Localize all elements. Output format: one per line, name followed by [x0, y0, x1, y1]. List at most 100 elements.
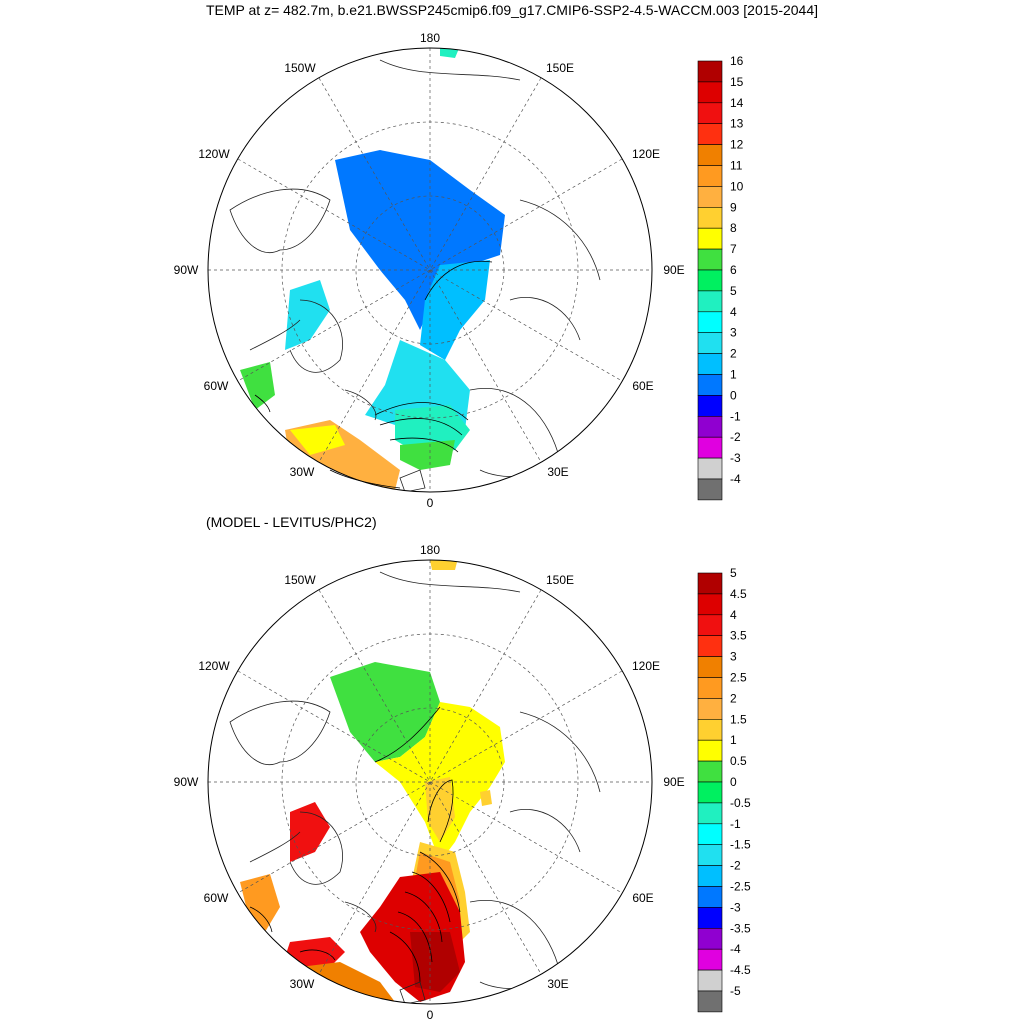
lon-label-30e: 30E	[547, 465, 568, 479]
bottom-colorbar-tick-label: 0	[730, 775, 737, 789]
bottom-colorbar-swatch	[697, 927, 723, 950]
bottom-colorbar-tick-label: -5	[730, 984, 741, 998]
bottom-colorbar-swatch	[697, 948, 723, 971]
top-colorbar-swatch	[697, 207, 723, 229]
bottom-colorbar-tick-label: -1	[730, 817, 741, 831]
bottom-colorbar-swatch	[697, 886, 723, 908]
top-colorbar-tick-label: 10	[730, 179, 744, 193]
bottom-colorbar-swatch	[697, 823, 723, 845]
top-colorbar-swatch	[697, 165, 723, 187]
top-colorbar-swatch	[697, 186, 723, 208]
bottom-colorbar-tick-label: 5	[730, 566, 737, 580]
bottom-longitude-labels: 180 150E 120E 90E 60E 30E 0 30W 60W 90W …	[174, 543, 685, 1022]
top-colorbar-swatch	[697, 374, 723, 396]
bottom-colorbar-swatch	[697, 656, 723, 678]
map-subtitle: (MODEL - LEVITUS/PHC2)	[206, 514, 377, 530]
bottom-colorbar-swatch	[697, 844, 723, 866]
top-map-field	[240, 48, 505, 492]
top-colorbar-swatch	[697, 436, 723, 459]
bottom-colorbar-swatch	[697, 719, 723, 741]
bottom-colorbar-tick-label: 3.5	[730, 629, 747, 643]
bottom-map-boundary	[207, 559, 653, 1005]
top-colorbar-tick-label: 11	[730, 159, 743, 173]
top-colorbar-tick-label: 8	[730, 221, 737, 235]
bottom-graticule	[208, 560, 652, 1004]
top-colorbar-tick-label: -2	[730, 430, 741, 444]
top-colorbar-tick-label: 0	[730, 388, 737, 402]
bottom-colorbar-tick-label: -0.5	[730, 796, 751, 810]
bottom-colorbar-tick-label: -2	[730, 859, 741, 873]
top-colorbar-swatch	[697, 311, 723, 333]
top-map-boundary	[207, 47, 653, 493]
lon-label-60e: 60E	[632, 379, 653, 393]
lon-label-0: 0	[427, 1008, 434, 1022]
top-colorbar-swatch	[697, 395, 723, 417]
top-colorbar-tick-label: 2	[730, 347, 737, 361]
top-colorbar-tick-label: 6	[730, 263, 737, 277]
top-colorbar-swatch	[697, 415, 723, 438]
bottom-colorbar-tick-label: 0.5	[730, 754, 747, 768]
lon-label-60e: 60E	[632, 891, 653, 905]
top-colorbar-swatch	[697, 269, 723, 292]
bottom-colorbar-swatch	[697, 593, 723, 616]
bottom-colorbar-swatch	[697, 781, 723, 804]
top-longitude-labels: 180 150E 120E 90E 60E 30E 0 30W 60W 90W …	[174, 31, 685, 510]
top-colorbar-tick-label: 13	[730, 117, 744, 131]
top-colorbar-swatch	[697, 290, 723, 313]
bottom-colorbar-tick-label: -3.5	[730, 921, 751, 935]
bottom-colorbar-swatch	[697, 969, 723, 992]
bottom-colorbar-swatch	[697, 802, 723, 825]
bottom-colorbar-swatch	[697, 990, 723, 1013]
bottom-colorbar-swatch	[697, 907, 723, 929]
bottom-colorbar-tick-label: 3	[730, 650, 737, 664]
lon-label-90w: 90W	[174, 775, 199, 789]
top-colorbar-swatch	[697, 332, 723, 354]
lon-label-180: 180	[420, 31, 440, 45]
lon-label-150w: 150W	[284, 61, 316, 75]
top-colorbar-tick-label: -1	[730, 409, 741, 423]
bottom-colorbar-swatch	[697, 865, 723, 887]
bottom-colorbar-tick-label: -4	[730, 942, 741, 956]
top-graticule	[208, 48, 652, 492]
top-colorbar-tick-label: -4	[730, 472, 741, 486]
bottom-map-field	[240, 560, 505, 1004]
top-colorbar-tick-label: 16	[730, 54, 744, 68]
top-colorbar-swatch	[697, 248, 723, 271]
top-colorbar-swatch	[697, 353, 723, 375]
top-colorbar-tick-label: 15	[730, 75, 744, 89]
top-colorbar-swatch	[697, 227, 723, 250]
bottom-colorbar-swatch	[697, 635, 723, 657]
bottom-colorbar-tick-label: 2.5	[730, 671, 747, 685]
lon-label-120e: 120E	[632, 147, 660, 161]
bottom-colorbar-tick-label: -4.5	[730, 963, 751, 977]
lon-label-180: 180	[420, 543, 440, 557]
top-colorbar-tick-label: 3	[730, 326, 737, 340]
lon-label-90w: 90W	[174, 263, 199, 277]
bottom-polar-map: 180 150E 120E 90E 60E 30E 0 30W 60W 90W …	[174, 543, 751, 1022]
bottom-colorbar-tick-label: 1	[730, 733, 737, 747]
lon-label-30w: 30W	[290, 977, 315, 991]
lon-label-120w: 120W	[198, 659, 230, 673]
top-colorbar-swatch	[697, 457, 723, 480]
top-colorbar-tick-label: -3	[730, 451, 741, 465]
bottom-colorbar-tick-label: 4	[730, 608, 737, 622]
top-colorbar-tick-label: 1	[730, 368, 737, 382]
lon-label-150w: 150W	[284, 573, 316, 587]
bottom-colorbar: 5 4.5 4 3.5 3 2.5 2 1.5 1 0.5 0 -0.5 -1 -1.5 -2 -2.5 -3 -…	[697, 566, 751, 1013]
bottom-colorbar-swatch	[697, 760, 723, 783]
bottom-colorbar-swatch	[697, 698, 723, 720]
bottom-colorbar-tick-label: -2.5	[730, 880, 751, 894]
bottom-colorbar-swatch	[697, 739, 723, 762]
bottom-colorbar-swatch	[697, 614, 723, 637]
lon-label-60w: 60W	[204, 379, 229, 393]
map-title: TEMP at z= 482.7m, b.e21.BWSSP245cmip6.f…	[205, 2, 819, 18]
top-colorbar-swatch	[697, 60, 723, 83]
bottom-colorbar-tick-label: -3	[730, 900, 741, 914]
lon-label-150e: 150E	[546, 61, 574, 75]
bottom-colorbar-tick-label: 4.5	[730, 587, 747, 601]
top-colorbar-tick-label: 12	[730, 138, 744, 152]
top-colorbar-swatch	[697, 81, 723, 104]
top-colorbar-swatch	[697, 123, 723, 145]
bottom-colorbar-tick-label: -1.5	[730, 838, 751, 852]
